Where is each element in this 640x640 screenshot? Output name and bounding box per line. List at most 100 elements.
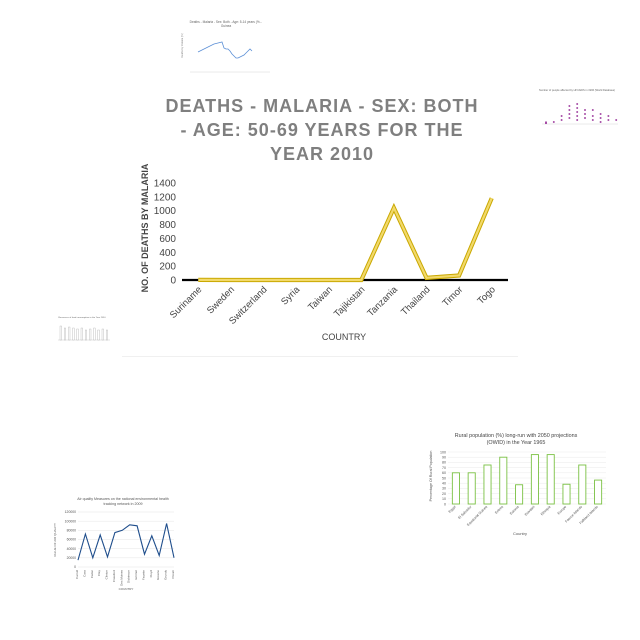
thumbnail-bottom-right-bar xyxy=(467,472,476,505)
thumbnail-right-dot xyxy=(568,117,571,119)
thumbnail-right-title: Number of people affected by HIV/AIDS in… xyxy=(539,88,615,92)
thumbnail-bottom-left-title-1: Air quality Measures on the national env… xyxy=(77,497,169,501)
thumbnail-left-bar xyxy=(59,325,62,341)
thumbnail-right-dot xyxy=(607,115,610,117)
thumbnail-bottom-left-xtick-label: Pocah xyxy=(171,570,175,579)
thumbnail-bottom-right-bar xyxy=(530,454,539,505)
thumbnail-bottom-right-ytick-label: 30 xyxy=(442,487,446,491)
thumbnail-bottom-right-ytick-label: 50 xyxy=(442,476,446,480)
thumbnail-left-bar xyxy=(89,328,92,341)
thumbnail-bottom-right-chart[interactable]: Rural population (%) long-run with 2050 … xyxy=(420,428,610,540)
thumbnail-right-dot xyxy=(576,115,579,117)
thumbnail-right-dot xyxy=(568,105,571,107)
thumbnail-right-dot xyxy=(599,121,602,123)
thumbnail-bottom-left-xtick-label: Dickinson xyxy=(127,570,131,583)
thumbnail-right-dot xyxy=(560,115,563,117)
thumbnail-right-chart[interactable]: Number of people affected by HIV/AIDS in… xyxy=(532,86,622,132)
thumbnail-bottom-left-xtick-label: Des Moines xyxy=(119,570,123,586)
thumbnail-bottom-left-xtick-label: Carroll xyxy=(75,570,79,579)
thumbnail-bottom-left-ytick-label: 100000 xyxy=(65,519,76,523)
thumbnail-bottom-right-ylabel: Percentage Of Rural Population xyxy=(429,451,433,502)
thumbnail-left-bar xyxy=(72,327,75,341)
main-chart-ylabel: NO. OF DEATHS BY MALARIA xyxy=(140,163,150,292)
main-chart-xlabel: COUNTRY xyxy=(322,332,366,342)
main-chart-ytick-label: 1200 xyxy=(154,192,177,203)
thumbnail-bottom-right-bar xyxy=(578,464,587,505)
thumbnail-bottom-left-ytick-label: 0 xyxy=(74,565,76,569)
main-chart-ytick-label: 600 xyxy=(159,234,176,245)
thumbnail-right-dot xyxy=(568,113,571,115)
thumbnail-bottom-right-ytick-label: 10 xyxy=(442,497,446,501)
thumbnail-bottom-right-ytick-label: 0 xyxy=(444,502,446,506)
main-chart-ytick-label: 200 xyxy=(159,262,176,273)
thumbnail-bottom-left-ylabel: VALUE OF AIR QUALITY xyxy=(53,523,57,557)
main-chart-xtick-label: Tanzania xyxy=(365,284,400,319)
thumbnail-bottom-left-xtick-label: Emmet xyxy=(134,570,138,580)
thumbnail-bottom-left-chart[interactable]: Air quality Measures on the national env… xyxy=(50,494,180,594)
thumbnail-bottom-left-ytick-label: 120000 xyxy=(65,510,76,514)
thumbnail-right-dot xyxy=(560,119,563,121)
thumbnail-bottom-right-bar xyxy=(546,454,555,505)
thumbnail-bottom-left-xtick-label: Greene xyxy=(156,570,160,580)
main-chart-xtick-label: Suriname xyxy=(168,284,205,321)
thumbnail-right-dot xyxy=(599,117,602,119)
thumbnail-bottom-left-xlabel: COUNTRY xyxy=(119,587,134,591)
thumbnail-top-ylabel: Deaths by malaria (%) xyxy=(181,33,184,58)
thumbnail-right-dot xyxy=(615,119,618,121)
thumbnail-bottom-right-ytick-label: 60 xyxy=(442,471,446,475)
thumbnail-right-dot xyxy=(576,107,579,109)
thumbnail-left-bar xyxy=(106,329,108,341)
thumbnail-left-bar xyxy=(64,327,66,341)
thumbnail-bottom-left-xtick-label: Cedar xyxy=(90,570,94,578)
thumbnail-bottom-left-xtick-label: Clinton xyxy=(105,570,109,580)
thumbnail-bottom-right-bar xyxy=(594,479,603,505)
main-chart-xtick-label: Syria xyxy=(279,284,303,308)
thumbnail-right-dot xyxy=(576,119,579,121)
thumbnail-top-chart[interactable]: Deaths - Malaria - Sex: Both - Age: 5-14… xyxy=(178,18,274,80)
main-chart-ytick-label: 400 xyxy=(159,248,176,259)
thumbnail-right-dot xyxy=(576,103,579,105)
thumbnail-right-dot xyxy=(552,121,555,123)
thumbnail-left-bar xyxy=(80,327,83,341)
thumbnail-top-line xyxy=(197,41,253,59)
thumbnail-bottom-right-ytick-label: 40 xyxy=(442,482,446,486)
main-chart-ytick-label: 0 xyxy=(170,276,176,287)
thumbnail-bottom-right-xtick-label: El Salvador xyxy=(457,504,473,520)
thumbnail-bottom-left-xtick-label: Fayette xyxy=(141,570,145,580)
thumbnail-bottom-left-ytick-label: 60000 xyxy=(67,538,77,542)
thumbnail-right-dot xyxy=(545,121,547,124)
main-chart-ytick-label: 1400 xyxy=(154,179,177,190)
thumbnail-right-dot xyxy=(591,119,594,121)
thumbnail-bottom-left-grid: 0 20000 40000 60000 80000 100000 120000 xyxy=(65,510,174,569)
thumbnail-bottom-right-bar xyxy=(483,464,492,505)
thumbnail-bottom-right-xtick-label: Estonia xyxy=(509,505,520,516)
thumbnail-left-chart[interactable]: Resources of food consumption in the Yea… xyxy=(50,314,114,350)
thumbnail-bottom-right-ytick-label: 70 xyxy=(442,466,446,470)
main-chart-card: DEATHS - MALARIA - SEX: BOTH - AGE: 50-6… xyxy=(122,88,518,357)
thumbnail-right-dot xyxy=(584,113,586,115)
thumbnail-bottom-right-ytick-label: 20 xyxy=(442,492,446,496)
thumbnail-bottom-left-xtick-label: Clay xyxy=(97,570,101,577)
thumbnail-bottom-right-xlabel: Country xyxy=(513,531,527,536)
thumbnail-right-dot xyxy=(576,111,579,113)
thumbnail-left-bar xyxy=(101,328,104,341)
thumbnail-left-svg: Resources of food consumption in the Yea… xyxy=(58,316,110,341)
main-chart-series-line-edge xyxy=(198,197,494,283)
thumbnail-right-dot xyxy=(584,109,586,111)
thumbnail-bottom-right-bar xyxy=(562,483,571,505)
thumbnail-right-dot xyxy=(591,109,594,111)
thumbnail-bottom-right-bar xyxy=(499,456,508,505)
thumbnail-bottom-right-ytick-label: 90 xyxy=(442,456,446,460)
thumbnail-bottom-left-xtick-label: Grundy xyxy=(164,570,168,580)
main-chart-svg: 0 200 400 600 800 1000 1200 1400 Suriname Sweden… xyxy=(140,163,508,342)
thumbnail-bottom-left-line xyxy=(77,523,175,561)
thumbnail-right-dot xyxy=(568,109,571,111)
thumbnail-bottom-left-ytick-label: 80000 xyxy=(67,529,77,533)
thumbnail-bottom-right-ytick-label: 80 xyxy=(442,461,446,465)
thumbnail-bottom-right-xtick-label: Ethiopia xyxy=(540,505,552,517)
thumbnail-bottom-left-series xyxy=(77,523,175,561)
main-chart-xtick-label: Taiwan xyxy=(306,284,335,313)
thumbnail-right-svg: Number of people affected by HIV/AIDS in… xyxy=(539,88,618,125)
